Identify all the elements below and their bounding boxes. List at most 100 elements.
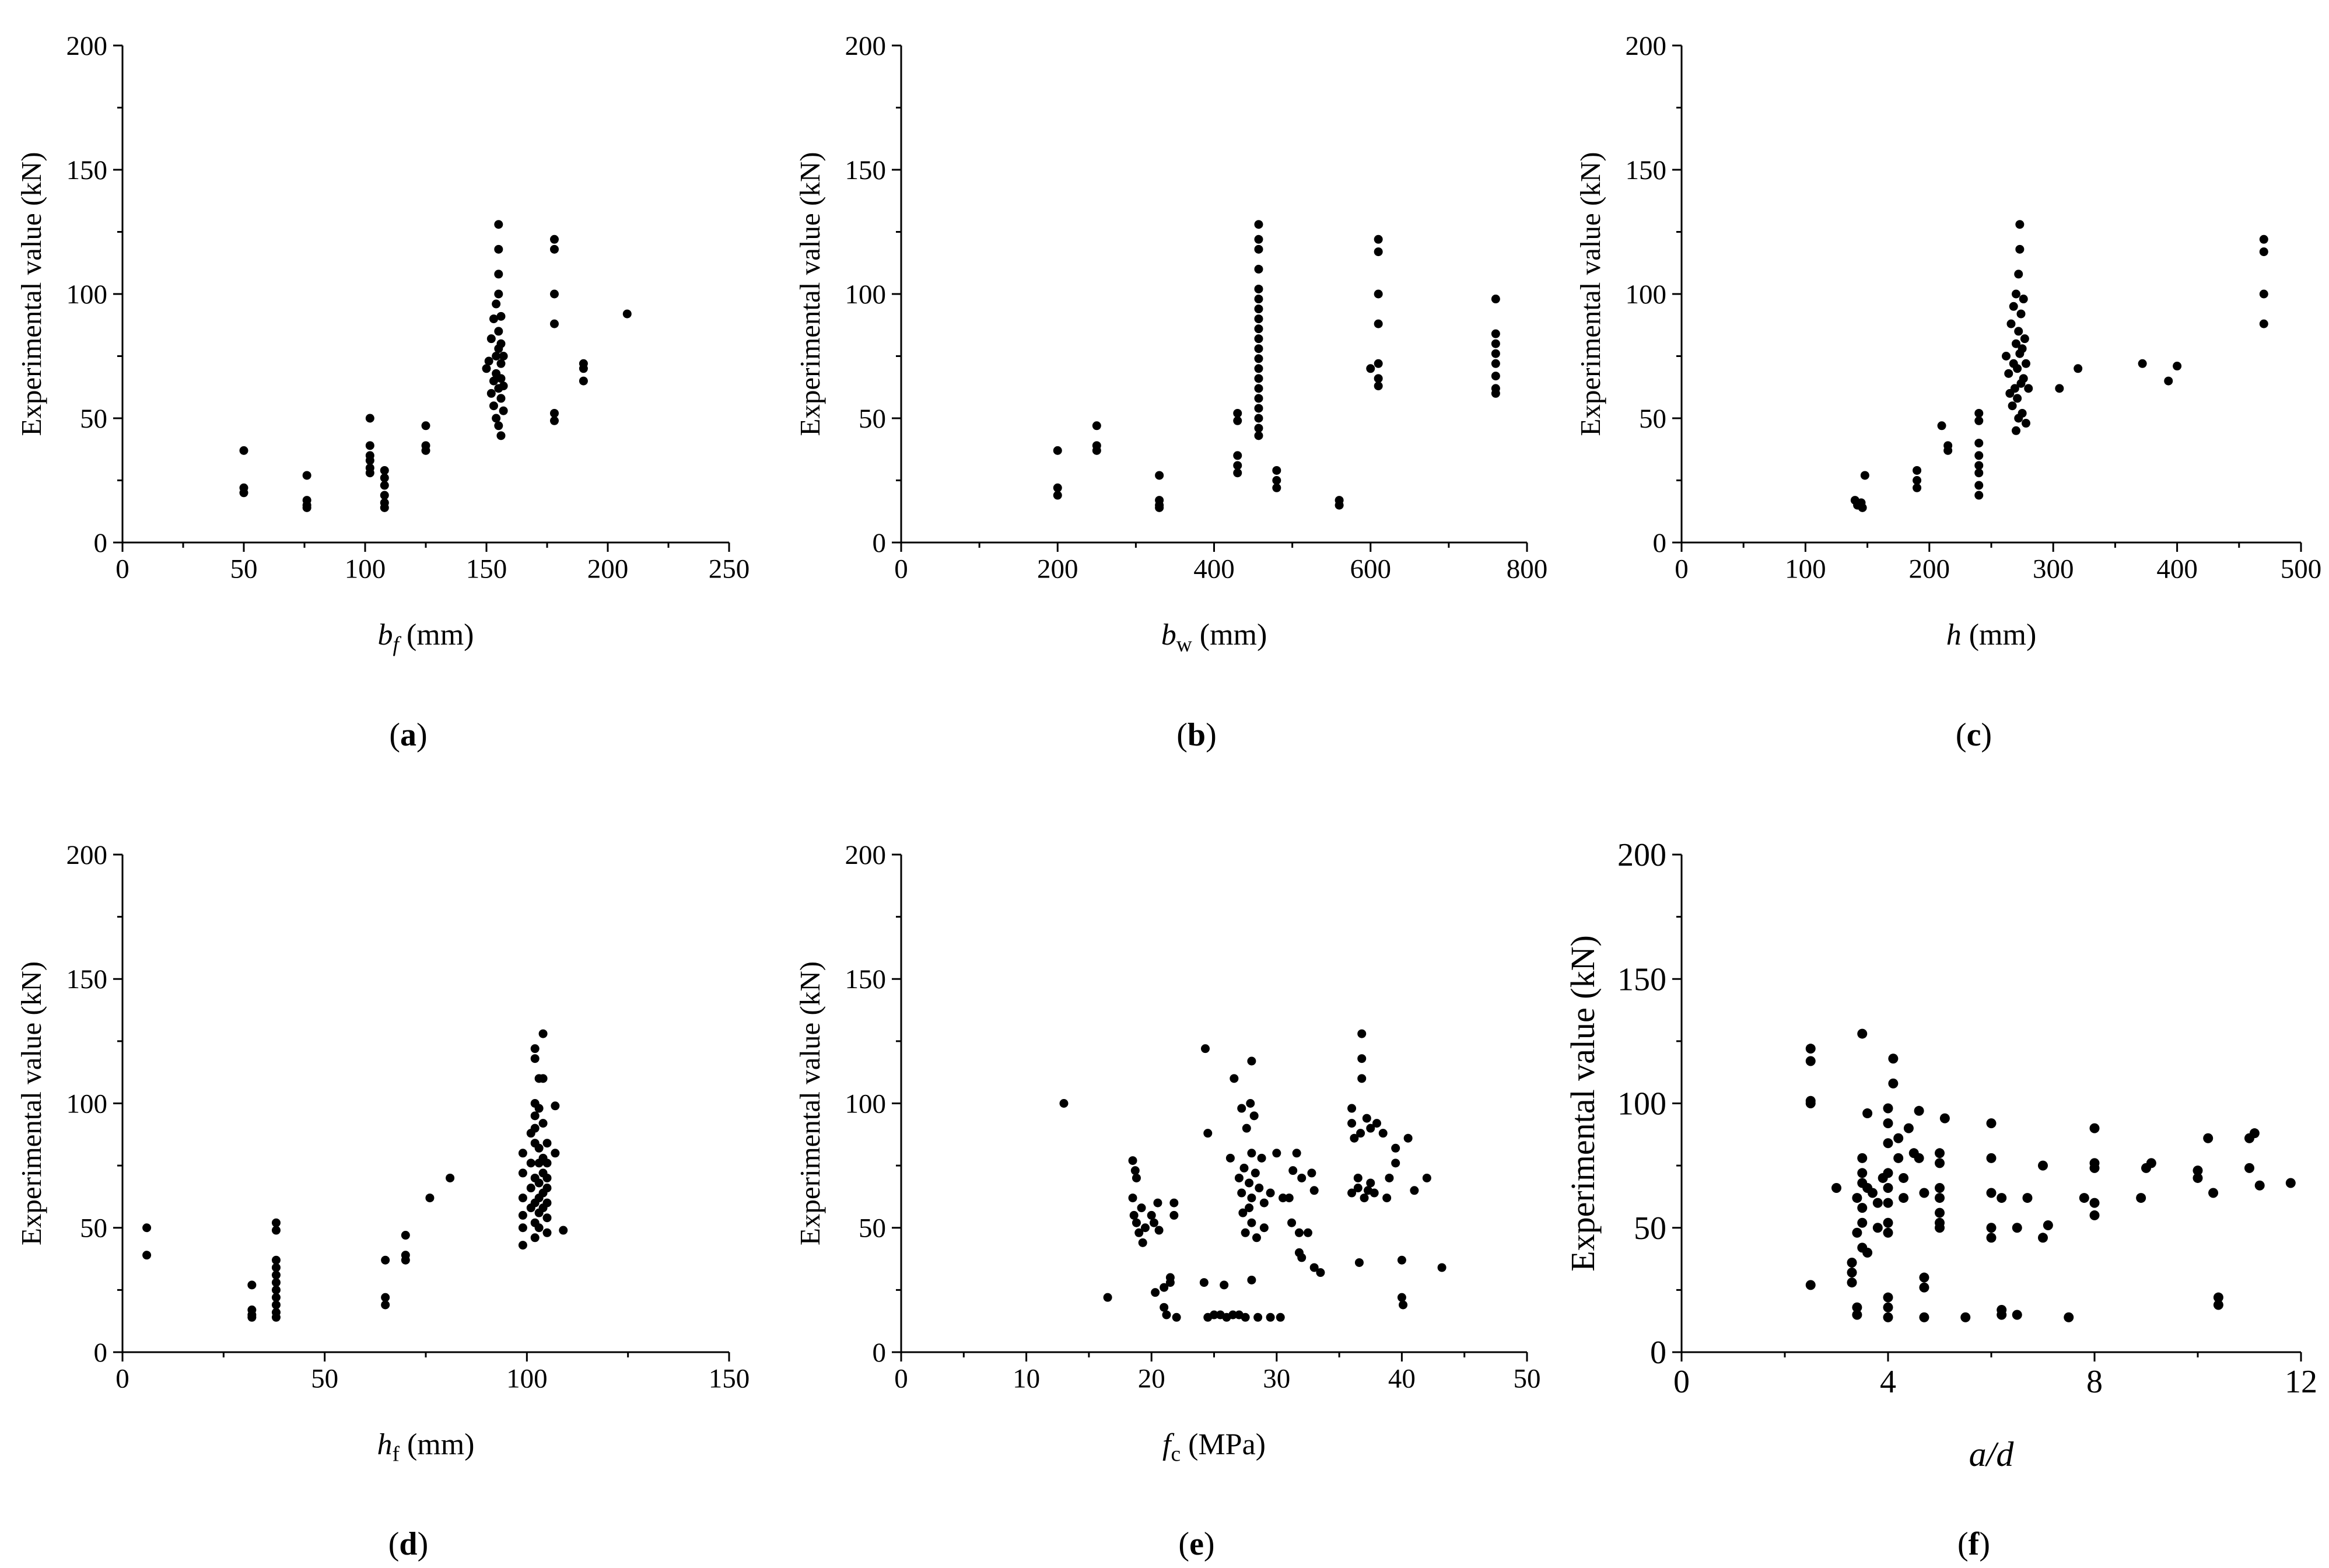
y-tick-label: 200: [1617, 837, 1666, 873]
data-point: [2254, 1180, 2265, 1191]
data-point: [2006, 319, 2016, 328]
y-tick-label: 150: [66, 964, 108, 995]
data-point: [1138, 1238, 1147, 1247]
data-point: [496, 374, 506, 383]
data-point: [1986, 1118, 1997, 1129]
x-tick-label: 100: [506, 1364, 548, 1394]
data-point: [1913, 483, 1922, 492]
data-point: [1491, 295, 1500, 304]
data-point: [1374, 235, 1383, 244]
y-tick-label: 150: [66, 155, 108, 186]
data-point: [538, 1074, 548, 1083]
data-point: [1128, 1194, 1137, 1203]
data-point: [1888, 1054, 1899, 1064]
data-point: [1403, 1133, 1413, 1143]
y-tick-label: 200: [66, 840, 108, 870]
y-tick-label: 200: [1626, 31, 1667, 61]
y-tick-label: 0: [1653, 528, 1667, 558]
x-axis-label-unit: (mm): [399, 618, 474, 652]
data-point: [1172, 1312, 1181, 1322]
x-tick-label: 10: [1013, 1364, 1040, 1394]
data-point: [494, 220, 503, 229]
data-point: [1233, 461, 1242, 470]
data-point: [526, 1184, 535, 1193]
data-point: [484, 356, 493, 366]
data-point: [1360, 1194, 1369, 1203]
x-tick-label: 250: [709, 554, 750, 584]
data-point: [1491, 388, 1500, 398]
y-tick-label: 0: [1650, 1335, 1666, 1371]
data-point: [1251, 1168, 1260, 1178]
data-point: [247, 1280, 257, 1290]
y-tick-label: 50: [80, 404, 107, 434]
data-point: [526, 1158, 535, 1168]
data-point: [1254, 374, 1263, 383]
data-point: [1374, 374, 1383, 383]
data-point: [1254, 424, 1263, 433]
data-point: [534, 1143, 544, 1153]
data-point: [542, 1184, 552, 1193]
data-point: [1297, 1173, 1307, 1182]
data-point: [542, 1228, 552, 1237]
data-point: [489, 314, 498, 324]
data-point: [1151, 1288, 1160, 1297]
data-point: [2193, 1172, 2203, 1183]
data-point: [1858, 503, 1867, 512]
data-point: [1154, 1226, 1164, 1235]
x-tick-label: 200: [1909, 554, 1950, 584]
data-point: [1491, 359, 1500, 368]
data-point: [239, 488, 248, 498]
x-tick-label: 8: [2086, 1364, 2103, 1400]
caption-open-paren: (: [389, 717, 400, 753]
data-point: [2146, 1158, 2156, 1168]
panel-caption: (b): [1176, 717, 1216, 753]
x-tick-label: 50: [230, 554, 258, 584]
data-point: [1092, 446, 1101, 455]
data-point: [1254, 431, 1263, 440]
data-point: [1233, 451, 1242, 460]
data-point: [1239, 1163, 1249, 1172]
data-point: [518, 1223, 527, 1233]
data-point: [1353, 1173, 1363, 1182]
data-point: [1347, 1188, 1357, 1198]
x-tick-label: 0: [1673, 1364, 1690, 1400]
data-point: [2213, 1292, 2223, 1303]
data-point: [499, 382, 508, 391]
data-point: [1259, 1198, 1269, 1208]
data-point: [1247, 1056, 1256, 1066]
data-point: [2021, 359, 2030, 368]
data-point: [1162, 1310, 1171, 1320]
data-point: [1883, 1183, 1893, 1194]
x-tick-label: 200: [587, 554, 629, 584]
data-point: [1128, 1156, 1137, 1166]
data-point: [496, 312, 506, 321]
data-point: [1857, 1168, 1868, 1178]
data-point: [559, 1226, 568, 1235]
data-point: [2164, 376, 2173, 386]
data-point: [1899, 1172, 1909, 1183]
data-point: [1294, 1228, 1304, 1237]
data-point: [530, 1044, 540, 1054]
data-point: [579, 376, 588, 386]
data-point: [1437, 1263, 1447, 1272]
data-point: [1255, 1184, 1264, 1193]
x-tick-label: 150: [709, 1364, 750, 1394]
data-point: [271, 1285, 281, 1294]
y-axis-label: Experimental value (kN): [794, 961, 826, 1245]
data-point: [1862, 1247, 1873, 1258]
data-point: [1935, 1193, 1945, 1203]
data-point: [538, 1029, 548, 1038]
data-point: [1247, 1218, 1256, 1227]
data-point: [1169, 1210, 1179, 1220]
data-point: [1347, 1104, 1357, 1113]
y-axis-label: Experimental value (kN): [794, 152, 826, 436]
chart-panel-e: 0 50 100 150 200 0 10 20 30 40 50 Experimental valu…: [794, 840, 1541, 1562]
x-tick-label: 500: [2281, 554, 2322, 584]
y-tick-label: 0: [94, 528, 108, 558]
data-point: [1857, 1203, 1868, 1213]
x-tick-label: 50: [311, 1364, 338, 1394]
data-point: [1254, 304, 1263, 314]
data-point: [1919, 1272, 1929, 1283]
data-point: [1247, 1149, 1256, 1158]
